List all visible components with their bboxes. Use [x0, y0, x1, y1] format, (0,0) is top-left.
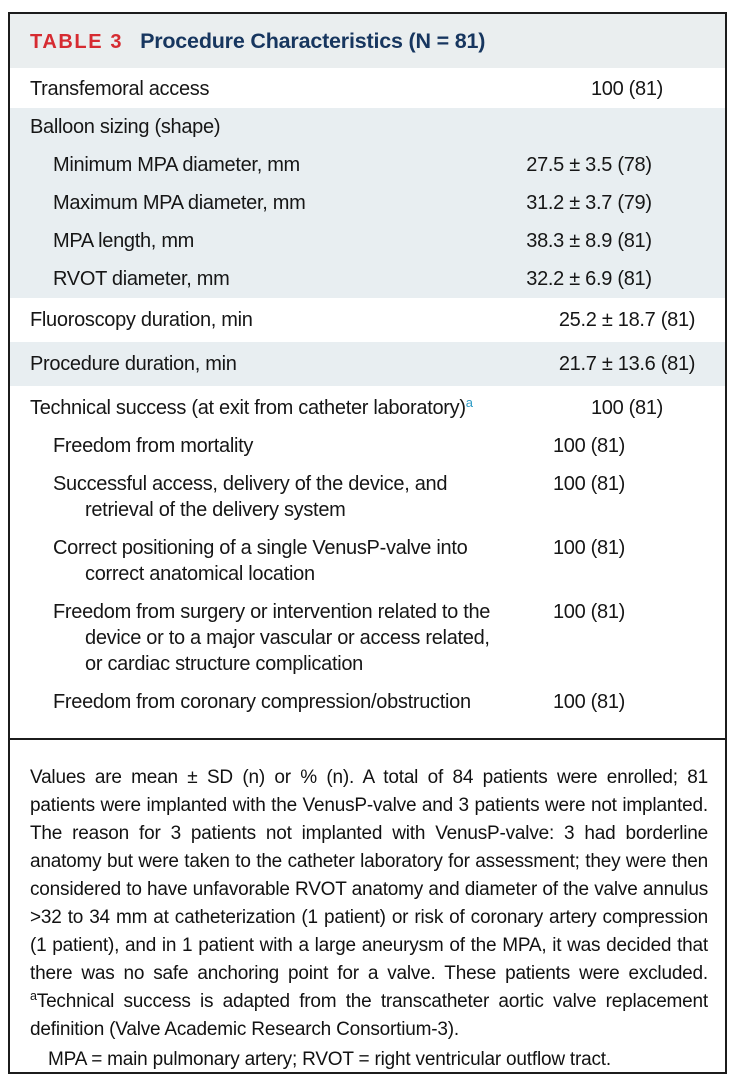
row-label: Freedom from surgery or intervention rel… [53, 601, 491, 675]
row-label: Freedom from coronary compression/obstru… [53, 691, 471, 713]
row-correct-positioning: Correct positioning of a single VenusP-v… [10, 529, 725, 593]
table-header-band: TABLE 3 Procedure Characteristics (N = 8… [10, 14, 725, 68]
row-label: Successful access, delivery of the devic… [53, 473, 448, 521]
row-min-mpa-diameter: Minimum MPA diameter, mm 27.5 ± 3.5 (78) [10, 146, 725, 184]
table-footnote-section: Values are mean ± SD (n) or % (n). A tot… [10, 738, 725, 1074]
row-label: Correct positioning of a single VenusP-v… [53, 537, 468, 585]
row-label: Balloon sizing (shape) [30, 116, 221, 138]
row-procedure-duration: Procedure duration, min 21.7 ± 13.6 (81) [10, 342, 725, 386]
row-value: 100 (81) [552, 537, 626, 559]
row-value: 31.2 ± 3.7 (79) [526, 192, 652, 214]
row-max-mpa-diameter: Maximum MPA diameter, mm 31.2 ± 3.7 (79) [10, 184, 725, 222]
row-transfemoral-access: Transfemoral access 100 (81) [10, 70, 725, 108]
row-mpa-length: MPA length, mm 38.3 ± 8.9 (81) [10, 222, 725, 260]
row-value: 38.3 ± 8.9 (81) [526, 230, 652, 252]
row-value: 100 (81) [590, 78, 664, 100]
row-label: Procedure duration, min [30, 353, 237, 375]
table-title: Procedure Characteristics (N = 81) [140, 29, 486, 53]
table-body: Transfemoral access 100 (81) Balloon siz… [10, 68, 725, 738]
procedure-characteristics-table: TABLE 3 Procedure Characteristics (N = 8… [8, 12, 727, 1074]
row-value: 100 (81) [590, 397, 664, 419]
row-value: 100 (81) [552, 435, 626, 457]
row-freedom-surgery: Freedom from surgery or intervention rel… [10, 593, 725, 683]
row-freedom-coronary: Freedom from coronary compression/obstru… [10, 683, 725, 721]
row-technical-success: Technical success (at exit from catheter… [10, 386, 725, 427]
row-successful-access: Successful access, delivery of the devic… [10, 465, 725, 529]
footnote-paragraph: Values are mean ± SD (n) or % (n). A tot… [30, 764, 708, 1044]
row-label: Freedom from mortality [53, 435, 254, 457]
row-freedom-mortality: Freedom from mortality 100 (81) [10, 427, 725, 465]
row-label: Fluoroscopy duration, min [30, 309, 253, 331]
table-number-label: TABLE 3 [30, 31, 124, 53]
footnote-marker-a: a [465, 395, 473, 410]
row-value: 21.7 ± 13.6 (81) [558, 353, 696, 375]
row-fluoroscopy-duration: Fluoroscopy duration, min 25.2 ± 18.7 (8… [10, 298, 725, 342]
row-label: Maximum MPA diameter, mm [53, 192, 306, 214]
row-label: MPA length, mm [53, 230, 195, 252]
row-label: Transfemoral access [30, 78, 210, 100]
footnote-main-text: Values are mean ± SD (n) or % (n). A tot… [30, 767, 708, 984]
row-label: Technical success (at exit from catheter… [30, 395, 473, 419]
footnote-technical-success-note: Technical success is adapted from the tr… [30, 991, 708, 1040]
row-value: 32.2 ± 6.9 (81) [526, 268, 652, 290]
row-value: 100 (81) [552, 691, 626, 713]
row-label: RVOT diameter, mm [53, 268, 230, 290]
row-value: 27.5 ± 3.5 (78) [526, 154, 652, 176]
row-value: 25.2 ± 18.7 (81) [558, 309, 696, 331]
row-value: 100 (81) [552, 473, 626, 495]
abbreviations-line: MPA = main pulmonary artery; RVOT = righ… [48, 1049, 611, 1070]
row-label: Minimum MPA diameter, mm [53, 154, 300, 176]
row-balloon-sizing: Balloon sizing (shape) [10, 108, 725, 146]
footnote-superscript-a: a [30, 989, 37, 1003]
row-rvot-diameter: RVOT diameter, mm 32.2 ± 6.9 (81) [10, 260, 725, 298]
row-value: 100 (81) [552, 601, 626, 623]
